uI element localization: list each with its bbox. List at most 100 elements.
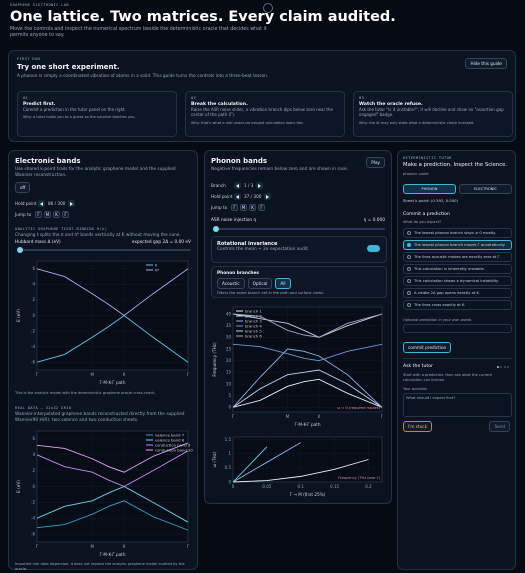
branches-box: Phonon branches Acoustic Optical All Filte… [211, 266, 387, 298]
phonon-panel: Phonon bands Negative frequencies remain… [204, 150, 392, 504]
label: Jump to [211, 205, 228, 210]
option[interactable]: The lowest phonon branch moves Γ quadrat… [403, 240, 512, 250]
eyebrow: GRAPHENE ELECTRONIC LAB [10, 3, 69, 7]
jump-button[interactable]: M [44, 211, 51, 218]
legend-label: valence band 8 [155, 437, 185, 442]
branches-text: Filters the same branch set in the path … [217, 291, 325, 295]
x-tick-label: 0.1 [298, 484, 305, 489]
step-title: Watch the oracle refuse. [359, 102, 423, 107]
jump-button[interactable]: Γ [258, 204, 265, 211]
branch-tab[interactable]: Acoustic [217, 278, 245, 289]
option[interactable]: A visible 2Δ gap opens exactly at K. [403, 288, 512, 298]
tutor-tab[interactable]: PHONON [403, 184, 456, 194]
jump-button[interactable]: Γ [62, 211, 69, 218]
option[interactable]: This calculation shows a dynamical insta… [403, 276, 512, 286]
panel-title: Electronic bands [15, 157, 81, 165]
kpoint: Sheet k-point: (0.392, 0.000) [403, 198, 459, 203]
mass-readout: expected gap 2Δ = 0.00 eV [131, 240, 191, 245]
section-heading: ANALYTIC GRAPHENE TIGHT-BINDING H(k) [15, 227, 108, 231]
rotation-toggle[interactable] [367, 245, 380, 252]
series-line [36, 442, 189, 473]
tutor-tab[interactable]: ELECTRONIC [459, 184, 512, 194]
guide-eyebrow: FIRST RUN [17, 57, 41, 61]
step-why: Why: the AI may only state what a determ… [359, 120, 475, 125]
noise-slider[interactable] [213, 226, 385, 232]
prediction-input[interactable] [403, 324, 512, 333]
y-tick-label: 0.5 [225, 465, 232, 470]
rotation-title: Rotational invariance [217, 241, 278, 247]
option[interactable]: The lines acoustic modes are exactly zer… [403, 252, 512, 262]
jump-button[interactable]: K [249, 204, 256, 211]
prev[interactable] [234, 193, 241, 200]
legend-label: valence band 7 [155, 432, 185, 437]
x-tick-label: K [318, 414, 321, 419]
jump-button[interactable]: K [53, 211, 60, 218]
play-button[interactable]: Play [366, 157, 385, 168]
zoom-plot: 0 0.5 1 1.5 0 0.05 0.1 0.15 0.2 Γ → M (first 25%)… [212, 436, 383, 497]
branch-tab[interactable]: All [275, 278, 291, 289]
x-tick-label: Γ [36, 544, 39, 549]
option-text: The lowest phonon branch stays ≥ 0 mostl… [414, 231, 496, 235]
y-tick-label: -6 [31, 531, 35, 536]
annotation: ω = 0 (required modes) [337, 406, 380, 410]
y-tick-label: -4 [31, 516, 35, 521]
mass-slider[interactable] [17, 247, 191, 253]
tutor-panel: DETERMINISTIC TUTOR Make a prediction. I… [397, 150, 516, 570]
x-tick-label: 0.15 [330, 484, 339, 489]
noise-label: ASR noise injection η [211, 218, 257, 223]
radio [407, 303, 411, 307]
jump-button[interactable]: M [240, 204, 247, 211]
send-button[interactable]: Send [489, 421, 510, 432]
branch-tab[interactable]: Optical [247, 278, 273, 289]
y-tick-label: 25 [226, 346, 232, 351]
y-tick-label: 2 [32, 297, 35, 302]
option-text: The lowest phonon branch moves Γ quadrat… [414, 243, 506, 247]
ask-text: Start with a prediction, then ask what t… [403, 373, 492, 382]
info-icon[interactable] [263, 3, 273, 13]
hide-guide-button[interactable]: Hide this guide [465, 58, 507, 69]
option[interactable]: The lowest phonon branch stays ≥ 0 mostl… [403, 228, 512, 238]
x-tick-label: 0.2 [365, 484, 372, 489]
jump-button[interactable]: Γ [231, 204, 238, 211]
toggle-button[interactable]: off [15, 182, 31, 193]
question-input[interactable]: What should I expect first? [403, 393, 512, 417]
prev[interactable] [38, 200, 45, 207]
series-line [36, 486, 189, 523]
x-axis-label: Γ-M-K-Γ path [100, 380, 126, 385]
guide-description: A phonon is simply a coordinated vibrati… [17, 74, 269, 79]
next[interactable] [264, 193, 272, 200]
branch-tabs: Acoustic Optical All [217, 278, 381, 289]
prev[interactable] [234, 182, 241, 189]
y-axis-label: Frequency (THz) [212, 342, 217, 377]
x-tick-label: M [91, 372, 95, 377]
legend-label: branch 6 [245, 333, 262, 338]
commit-button[interactable]: commit prediction [403, 342, 452, 353]
y-tick-label: 6 [32, 266, 35, 271]
y-tick-label: -2 [31, 500, 35, 505]
series-line [36, 450, 189, 487]
option[interactable]: The lines cross exactly at K. [403, 300, 512, 310]
y-tick-label: -4 [31, 344, 35, 349]
analytic-plot: -6 -4 -2 0 2 4 6 Γ M K Γ Γ-M-K-Γ path E (eV) ππ* [16, 260, 190, 385]
option-text: This calculation is inherently unstable. [414, 267, 485, 271]
option[interactable]: This calculation is inherently unstable. [403, 264, 512, 274]
guide-panel: FIRST RUN Try one short experiment. A ph… [8, 50, 516, 142]
divider [403, 358, 512, 359]
next[interactable] [256, 182, 264, 189]
step-card: 02 Break the calculation. Raise the ASR no… [185, 91, 345, 137]
jump-button[interactable]: Γ [35, 211, 42, 218]
stuck-button[interactable]: I'm stuck [403, 421, 433, 432]
rotation-box: Rotational invariance Controls the mean … [211, 236, 387, 263]
mass-label: Hubbard mass Δ (eV) [15, 240, 61, 245]
y-tick-label: 1 [228, 451, 231, 456]
tutor-title: Make a prediction. Inspect the Science. [403, 162, 508, 168]
x-tick-label: Γ [232, 414, 235, 419]
next[interactable] [68, 200, 76, 207]
x-tick-label: M [91, 544, 95, 549]
y-axis-label: E (eV) [16, 309, 21, 322]
real-plot: -6 -4 -2 0 2 4 6 Γ M K Γ Γ-M-K-Γ path E (eV) valence … [16, 430, 193, 557]
y-tick-label: 10 [226, 381, 232, 386]
series-line [232, 313, 383, 338]
x-tick-label: 0.05 [262, 484, 271, 489]
